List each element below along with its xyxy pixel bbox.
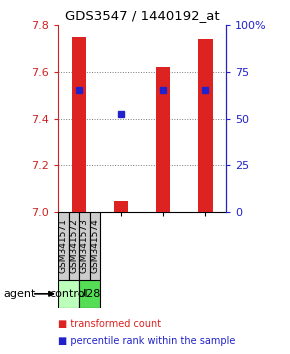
Bar <box>72 36 86 212</box>
Bar <box>68 212 79 280</box>
Text: ■ transformed count: ■ transformed count <box>58 319 161 329</box>
Text: GSM341571: GSM341571 <box>59 218 68 274</box>
Bar <box>156 67 171 212</box>
Text: control: control <box>49 289 88 299</box>
Bar <box>114 201 128 212</box>
Text: ■ percentile rank within the sample: ■ percentile rank within the sample <box>58 336 235 346</box>
Bar <box>58 280 79 308</box>
Text: GSM341573: GSM341573 <box>80 218 89 274</box>
Bar <box>79 212 90 280</box>
Bar <box>90 212 100 280</box>
Bar <box>79 280 100 308</box>
Text: GDS3547 / 1440192_at: GDS3547 / 1440192_at <box>65 9 220 22</box>
Text: GSM341572: GSM341572 <box>69 219 78 273</box>
Bar <box>58 212 68 280</box>
Text: agent: agent <box>3 289 35 299</box>
Text: GSM341574: GSM341574 <box>90 219 99 273</box>
Text: U28: U28 <box>78 289 101 299</box>
Bar <box>198 39 213 212</box>
